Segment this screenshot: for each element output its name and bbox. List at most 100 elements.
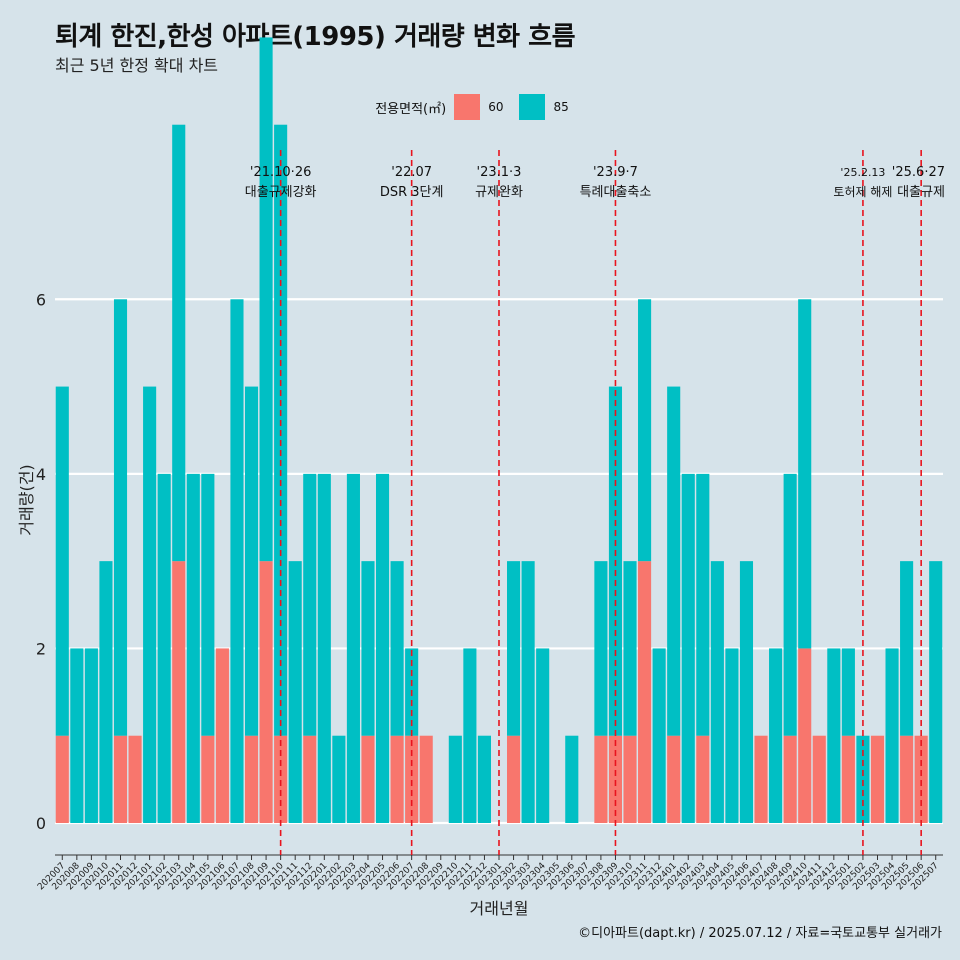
bar-85-202401: [667, 386, 681, 736]
y-tick-label: 6: [36, 290, 46, 309]
bar-60-202501: [841, 735, 855, 823]
y-tick-label: 0: [36, 814, 46, 833]
bar-85-202101: [143, 386, 157, 823]
bar-60-202007: [55, 735, 69, 823]
bar-85-202204: [361, 561, 375, 736]
bar-85-202404: [710, 561, 724, 823]
bar-85-202310: [623, 561, 637, 736]
bar-60-202110: [274, 735, 288, 823]
bar-60-202411: [812, 735, 826, 823]
bar-85-202212: [477, 735, 491, 823]
bar-85-202403: [696, 473, 710, 736]
event-label: 특례대출축소: [580, 185, 652, 200]
bar-85-202303: [521, 561, 535, 823]
bar-60-202204: [361, 735, 375, 823]
legend-swatch-60: [454, 94, 481, 120]
bar-85-202306: [565, 735, 579, 823]
bar-60-202103: [172, 561, 186, 823]
event-date: '22.07: [391, 165, 432, 180]
bar-60-202409: [783, 735, 797, 823]
bar-85-202412: [827, 648, 841, 823]
bar-85-202501: [841, 648, 855, 736]
bar-85-202108: [244, 386, 259, 736]
bar-60-202207: [405, 735, 419, 823]
bar-85-202206: [390, 561, 404, 736]
bar-60-202310: [623, 735, 637, 823]
bar-85-202105: [201, 473, 215, 736]
bar-85-202008: [70, 648, 84, 823]
bar-85-202201: [317, 473, 331, 823]
bar-85-202010: [99, 561, 113, 823]
legend-title: 전용면적(㎡): [375, 101, 447, 117]
bar-60-202503: [870, 735, 885, 823]
bar-85-202011: [113, 299, 128, 736]
bar-60-202105: [201, 735, 215, 823]
y-tick-label: 4: [36, 465, 46, 484]
bar-60-202108: [244, 735, 259, 823]
bar-60-202112: [303, 735, 317, 823]
bar-60-202109: [259, 561, 273, 823]
bar-85-202402: [681, 473, 695, 823]
bar-60-202410: [798, 648, 812, 823]
bar-60-202011: [113, 735, 128, 823]
bar-85-202205: [375, 473, 390, 823]
bar-85-202409: [783, 473, 797, 736]
bar-85-202210: [448, 735, 462, 823]
event-date: '23.9·7: [593, 165, 638, 180]
event-date: '25.2.13: [840, 166, 885, 179]
bar-85-202104: [186, 473, 200, 823]
bar-85-202406: [739, 561, 754, 823]
bar-60-202505: [900, 735, 914, 823]
legend: 전용면적(㎡) 60 85: [0, 92, 960, 122]
x-axis-title: 거래년월: [470, 899, 529, 918]
bar-85-202202: [332, 735, 346, 823]
bar-60-202206: [390, 735, 404, 823]
bar-60-202401: [667, 735, 681, 823]
legend-swatch-85: [519, 94, 546, 120]
legend-label-60: 60: [488, 100, 504, 114]
bar-85-202009: [84, 648, 98, 823]
event-label: 토허제 해제: [833, 185, 892, 199]
event-date: '23.1·3: [477, 165, 522, 180]
bar-60-202309: [608, 735, 623, 823]
bar-85-202505: [900, 561, 914, 736]
source-caption: ©디아파트(dapt.kr) / 2025.07.12 / 자료=국토교통부 실…: [578, 926, 942, 941]
bar-85-202304: [536, 648, 550, 823]
bar-85-202504: [885, 648, 899, 823]
bar-85-202112: [303, 473, 317, 736]
bar-85-202107: [230, 299, 244, 823]
bar-85-202312: [652, 648, 666, 823]
bar-60-202106: [215, 648, 229, 823]
event-label: 규제완화: [475, 185, 523, 200]
legend-label-85: 85: [553, 100, 569, 114]
bar-60-202407: [754, 735, 768, 823]
bar-60-202506: [914, 735, 928, 823]
bar-60-202012: [128, 735, 142, 823]
bar-85-202502: [856, 735, 870, 823]
bar-85-202102: [157, 473, 171, 823]
bar-60-202403: [696, 735, 710, 823]
bar-85-202507: [929, 561, 943, 823]
event-label: 대출규제: [897, 185, 945, 200]
bar-85-202203: [346, 473, 360, 823]
event-label: DSR 3단계: [380, 185, 444, 200]
event-date: '25.6·27: [892, 165, 945, 180]
y-axis-title: 거래량(건): [17, 464, 36, 535]
bar-85-202111: [288, 561, 302, 823]
bar-60-202308: [594, 735, 608, 823]
bar-85-202007: [55, 386, 69, 736]
bar-85-202405: [725, 648, 739, 823]
bar-85-202211: [463, 648, 477, 823]
bar-85-202109: [259, 37, 273, 562]
chart-subtitle: 최근 5년 한정 확대 차트: [55, 56, 219, 75]
bar-85-202311: [638, 299, 652, 562]
event-date: '21.10·26: [250, 165, 311, 180]
bar-85-202410: [798, 299, 812, 649]
bar-60-202302: [507, 735, 521, 823]
bar-85-202302: [507, 561, 521, 736]
bar-85-202308: [594, 561, 608, 736]
bar-85-202103: [172, 124, 186, 562]
y-tick-label: 2: [36, 639, 46, 658]
bar-60-202208: [419, 735, 433, 823]
